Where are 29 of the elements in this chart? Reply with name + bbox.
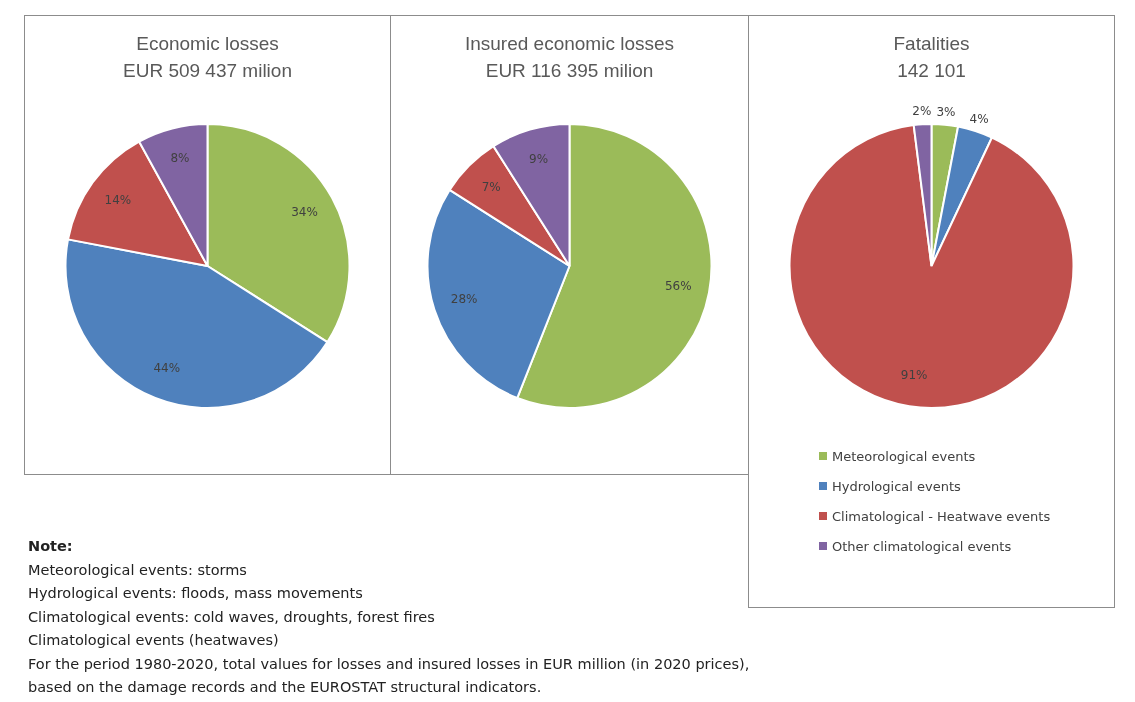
chart-subtitle: EUR 116 395 milion bbox=[485, 60, 654, 81]
data-label: 34% bbox=[291, 204, 318, 219]
data-label: 56% bbox=[664, 278, 692, 293]
text: Hydrological events: floods, mass movements bbox=[28, 584, 364, 603]
data-label: 9% bbox=[529, 151, 549, 166]
chart-subtitle: 142 101 bbox=[897, 60, 966, 81]
legend-label: Climatological - Heatwave events bbox=[831, 507, 1051, 526]
data-label: 8% bbox=[170, 150, 190, 165]
chart-subtitle: EUR 509 437 milion bbox=[123, 60, 292, 81]
data-label: 91% bbox=[900, 367, 928, 382]
data-label: 44% bbox=[153, 361, 181, 376]
text: Climatological events: cold waves, droughts, forest fires bbox=[28, 607, 436, 627]
chart-title: Fatalities bbox=[893, 33, 970, 54]
text: based on the damage records and the EUROSTAT structural indicators. bbox=[28, 678, 543, 697]
text: Climatological events (heatwaves) bbox=[28, 631, 280, 650]
data-label: 4% bbox=[969, 111, 989, 126]
text: Meteorological events: storms bbox=[28, 560, 248, 580]
legend-label: Other climatological events bbox=[831, 537, 1013, 556]
data-label: 7% bbox=[481, 179, 501, 194]
data-label: 14% bbox=[104, 193, 132, 208]
chart-title: Economic losses bbox=[136, 33, 279, 54]
text: Note: bbox=[28, 537, 74, 556]
data-label: 2% bbox=[912, 104, 932, 119]
chart-title: Insured economic losses bbox=[464, 33, 675, 54]
data-label: 28% bbox=[450, 292, 478, 307]
legend-label: Meteorological events bbox=[831, 447, 977, 466]
data-label: 3% bbox=[936, 104, 956, 119]
legend-label: Hydrological events bbox=[831, 477, 962, 496]
text: For the period 1980-2020, total values for losses and insured losses in EUR million (in 2020 prices), bbox=[28, 654, 750, 674]
